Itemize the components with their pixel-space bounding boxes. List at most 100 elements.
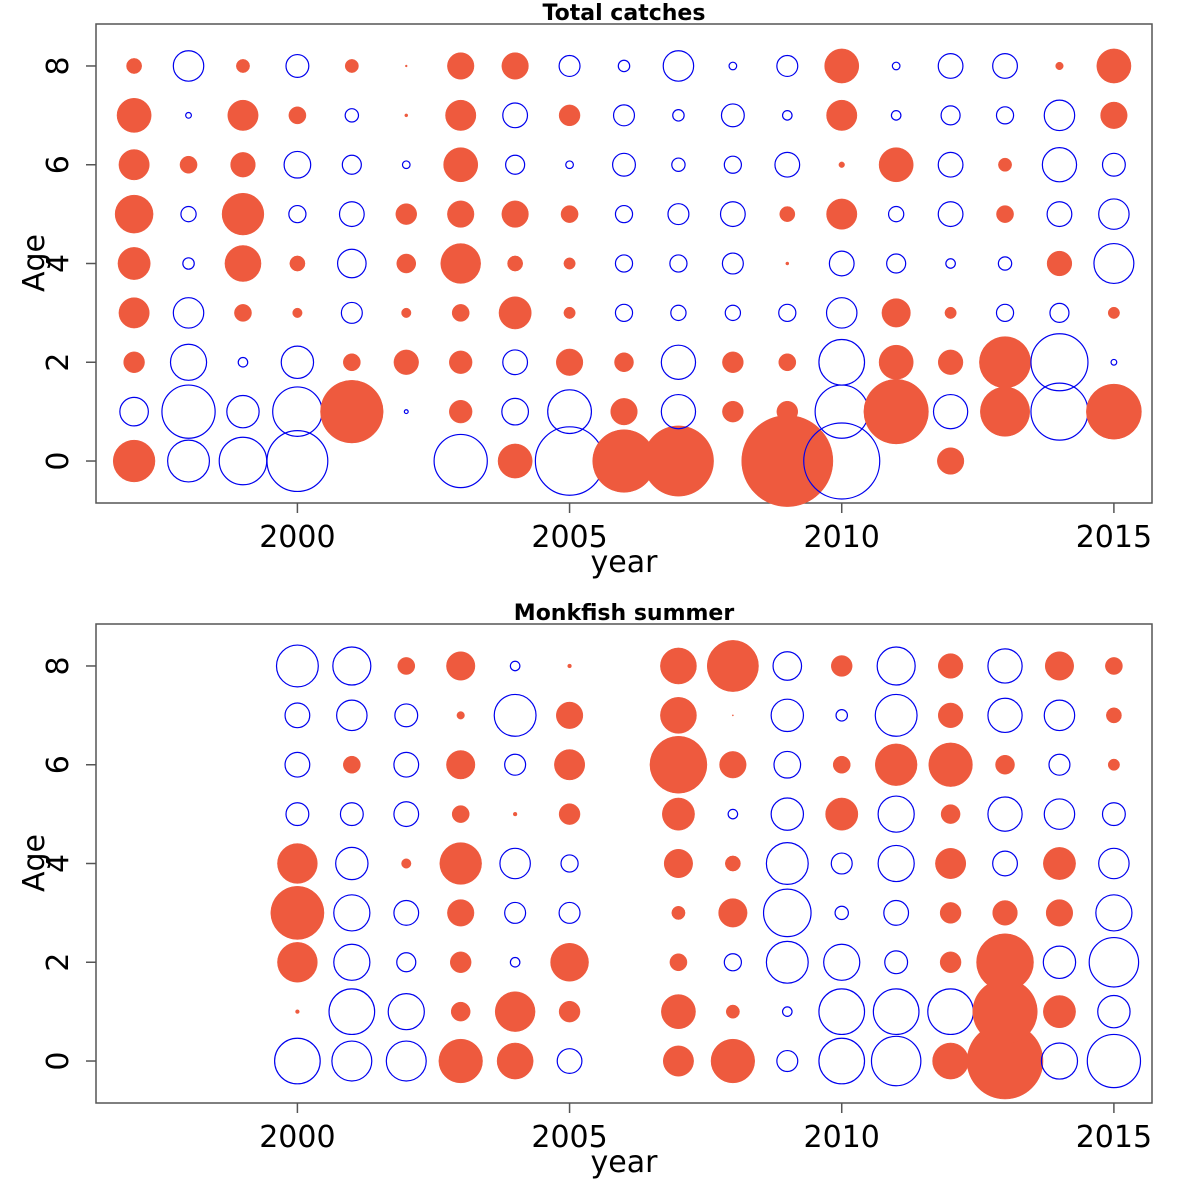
bubble-2015-age-7 [1106,707,1122,724]
bubble-2000-age-0 [274,1037,321,1085]
bubble-2003-age-6 [443,147,479,183]
bubble-2001-age-3 [333,894,371,932]
bubble-2004-age-3 [498,296,532,330]
bubble-2002-age-2 [393,349,419,375]
bubble-2002-age-3 [401,307,412,318]
bubble-2000-age-1 [272,386,323,437]
x-axis-ticks: 2000 2005 2010 2015 [259,1103,1152,1155]
bubble-2002-age-1 [403,409,409,415]
bubble-1997-age-7 [116,98,152,133]
x-tick-label: 2005 [531,520,607,555]
bubble-2007-age-3 [671,905,686,920]
bubble-1997-age-5 [114,194,154,234]
x-tick-label: 2015 [1076,1120,1152,1155]
bubble-2012-age-3 [944,306,957,319]
bubble-2005-age-6 [565,160,574,170]
bubble-2001-age-5 [338,201,365,228]
bubble-2005-age-6 [554,749,586,781]
bubble-1999-age-7 [227,99,259,131]
bubble-2011-age-1 [872,988,920,1036]
bubble-2003-age-0 [438,1038,483,1084]
bubble-2000-age-7 [288,106,307,125]
bubble-2009-age-5 [779,206,796,222]
x-tick-label: 2010 [804,1120,880,1155]
bubble-1998-age-2 [169,343,208,381]
x-tick-label: 2005 [531,1120,607,1155]
bubble-2008-age-4 [721,252,744,275]
bubble-2005-age-2 [550,943,589,982]
bubble-2015-age-3 [1107,306,1120,319]
bubble-2006-age-7 [612,104,636,127]
bubble-1998-age-5 [180,205,197,223]
x-tick-label: 2000 [259,520,335,555]
chart-title: Total catches [543,1,706,26]
bubble-2014-age-8 [1044,651,1074,681]
bubble-2001-age-0 [331,1040,373,1082]
y-tick-label: 0 [41,451,76,470]
bubble-2010-age-6 [838,161,845,168]
bubble-2014-age-6 [1041,147,1078,183]
bubble-2010-age-4 [830,852,853,875]
bubble-2008-age-3 [718,898,748,928]
bubble-2009-age-3 [778,303,797,323]
bubble-2007-age-0 [662,1045,694,1077]
bubble-2002-age-2 [396,952,417,973]
bubble-2003-age-0 [433,433,488,489]
bubble-2003-age-7 [445,99,477,131]
bubble-2007-age-1 [661,994,696,1029]
y-tick-label: 6 [41,755,76,774]
bubble-2013-age-2 [979,336,1031,389]
bubble-2005-age-4 [563,257,576,270]
bubble-2013-age-4 [992,850,1018,877]
bubble-2004-age-5 [512,811,518,817]
bubble-2009-age-2 [765,940,809,984]
bubble-2013-age-3 [995,303,1015,323]
bubble-2000-age-3 [270,886,325,940]
bubble-2001-age-6 [343,755,361,774]
bubble-2010-age-7 [826,99,858,131]
bubble-2013-age-5 [987,796,1023,832]
bubble-2009-age-4 [785,261,790,266]
bubble-2008-age-7 [720,103,745,128]
bubble-2005-age-7 [556,701,584,729]
bubble-1997-age-6 [118,149,150,181]
bubble-2002-age-6 [393,751,420,778]
bubble-2003-age-3 [447,899,475,927]
bubble-2001-age-7 [344,108,360,123]
bubble-2009-age-2 [778,353,797,372]
bubble-2012-age-8 [937,653,964,679]
bubble-2010-age-0 [803,422,881,500]
bubble-2006-age-4 [614,254,634,273]
bubble-1998-age-6 [179,155,198,174]
bubble-2008-age-6 [719,751,747,779]
bubble-2002-age-4 [401,858,412,869]
bubble-2000-age-2 [280,345,315,380]
bubble-2004-age-4 [507,255,523,272]
bubble-2015-age-3 [1095,894,1133,932]
bubble-2000-age-5 [288,204,307,224]
bubble-marks [112,48,1142,507]
bubble-2013-age-4 [997,256,1013,271]
bubble-2013-age-2 [976,933,1034,992]
bubble-2011-age-5 [877,795,915,833]
bubble-2011-age-7 [874,693,918,737]
bubble-2009-age-0 [741,415,834,507]
bubble-1999-age-5 [221,192,265,236]
bubble-2011-age-7 [890,110,902,121]
bubble-2015-age-6 [1101,152,1126,177]
bubble-2003-age-8 [446,651,476,681]
bubble-2009-age-0 [776,1049,799,1073]
bubble-2011-age-4 [877,844,915,883]
bubble-2006-age-3 [614,303,634,323]
y-axis-ticks: 0 2 4 6 8 [41,656,96,1071]
bubble-2005-age-3 [558,901,581,924]
bubble-2003-age-4 [439,842,482,885]
bubble-1997-age-4 [117,247,151,280]
bubble-2000-age-2 [277,942,318,983]
bubble-1999-age-0 [218,436,268,486]
bubble-1999-age-8 [236,59,250,73]
bubble-2012-age-3 [939,902,962,924]
bubble-1999-age-2 [237,356,249,368]
bubble-2012-age-1 [932,393,969,430]
